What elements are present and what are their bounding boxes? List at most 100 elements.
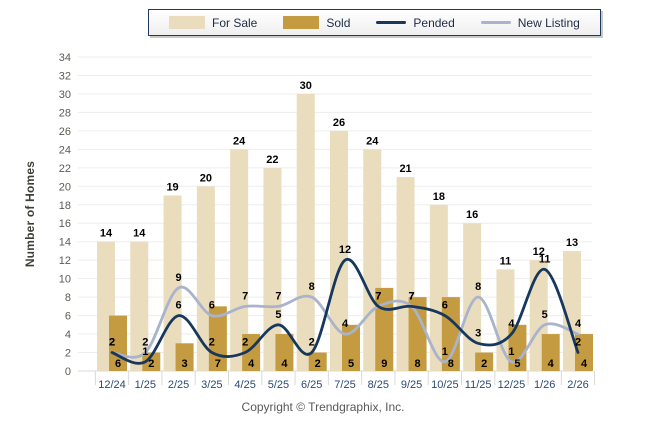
svg-text:12: 12: [59, 255, 71, 267]
svg-text:1: 1: [142, 346, 148, 358]
svg-text:34: 34: [59, 52, 71, 64]
svg-text:1: 1: [442, 346, 448, 358]
svg-text:0: 0: [65, 366, 71, 378]
legend-item-for-sale: For Sale: [169, 16, 257, 30]
svg-text:6: 6: [65, 311, 71, 323]
svg-text:12/25: 12/25: [498, 379, 526, 391]
legend: For Sale Sold Pended New Listing: [148, 9, 601, 36]
svg-text:2: 2: [142, 337, 148, 349]
svg-text:20: 20: [200, 172, 212, 184]
svg-text:6: 6: [209, 300, 215, 312]
for-sale-swatch-icon: [169, 16, 205, 29]
svg-text:5/25: 5/25: [268, 379, 289, 391]
svg-text:8: 8: [415, 358, 421, 370]
svg-text:26: 26: [59, 126, 71, 138]
svg-text:4: 4: [575, 318, 582, 330]
svg-text:19: 19: [166, 182, 178, 194]
svg-text:4: 4: [508, 318, 515, 330]
svg-text:2: 2: [242, 337, 248, 349]
svg-text:22: 22: [266, 154, 278, 166]
svg-text:11: 11: [539, 253, 551, 265]
svg-text:16: 16: [466, 209, 478, 221]
svg-text:2/26: 2/26: [567, 379, 588, 391]
svg-text:24: 24: [59, 144, 71, 156]
svg-text:4: 4: [248, 358, 255, 370]
svg-text:1/26: 1/26: [534, 379, 555, 391]
svg-text:7: 7: [375, 290, 381, 302]
legend-label-for-sale: For Sale: [212, 15, 258, 30]
pended-line-swatch-icon: [376, 21, 407, 24]
svg-text:18: 18: [59, 200, 71, 212]
legend-item-sold: Sold: [283, 16, 350, 30]
legend-label-new-listing: New Listing: [517, 15, 580, 30]
svg-text:7: 7: [375, 290, 381, 302]
svg-text:8: 8: [65, 292, 71, 304]
svg-text:6: 6: [442, 300, 448, 312]
svg-text:11: 11: [500, 255, 512, 267]
svg-text:2: 2: [148, 358, 154, 370]
svg-text:6: 6: [115, 358, 121, 370]
svg-text:10: 10: [59, 274, 71, 286]
svg-text:9: 9: [176, 272, 182, 284]
legend-label-pended: Pended: [413, 15, 455, 30]
svg-text:24: 24: [233, 135, 246, 147]
svg-text:5: 5: [348, 358, 354, 370]
svg-text:4: 4: [548, 358, 555, 370]
sold-swatch-icon: [283, 16, 320, 29]
svg-text:14: 14: [59, 237, 71, 249]
svg-text:2: 2: [209, 337, 215, 349]
svg-text:8/25: 8/25: [368, 379, 389, 391]
svg-text:4: 4: [281, 358, 288, 370]
svg-text:3: 3: [182, 358, 188, 370]
legend-label-sold: Sold: [326, 15, 351, 30]
svg-text:13: 13: [566, 237, 578, 249]
svg-text:4: 4: [342, 318, 349, 330]
svg-text:16: 16: [59, 218, 71, 230]
svg-text:18: 18: [433, 191, 445, 203]
svg-text:5: 5: [542, 309, 548, 321]
svg-text:20: 20: [59, 181, 71, 193]
svg-text:21: 21: [399, 163, 411, 175]
svg-text:8: 8: [448, 358, 454, 370]
svg-text:10/25: 10/25: [431, 379, 459, 391]
svg-text:2: 2: [109, 337, 115, 349]
svg-text:1: 1: [508, 346, 514, 358]
svg-text:2: 2: [481, 358, 487, 370]
svg-text:6: 6: [176, 300, 182, 312]
svg-text:9: 9: [381, 358, 387, 370]
svg-text:14: 14: [100, 228, 113, 240]
svg-text:24: 24: [366, 135, 379, 147]
svg-text:5: 5: [275, 309, 281, 321]
svg-text:28: 28: [59, 107, 71, 119]
svg-text:2: 2: [575, 337, 581, 349]
svg-text:3: 3: [475, 327, 481, 339]
new-listing-line-swatch-icon: [480, 21, 511, 24]
svg-text:8: 8: [475, 281, 481, 293]
svg-text:12/24: 12/24: [98, 379, 126, 391]
svg-text:7: 7: [275, 290, 281, 302]
svg-text:26: 26: [333, 117, 345, 129]
svg-text:2: 2: [309, 337, 315, 349]
svg-text:14: 14: [133, 228, 146, 240]
svg-text:11/25: 11/25: [465, 379, 492, 391]
svg-text:2: 2: [65, 348, 71, 360]
svg-text:1/25: 1/25: [135, 379, 156, 391]
svg-text:7/25: 7/25: [334, 379, 355, 391]
copyright-text: Copyright © Trendgraphix, Inc.: [241, 400, 405, 414]
svg-text:8: 8: [309, 281, 315, 293]
svg-text:4: 4: [581, 358, 588, 370]
svg-text:22: 22: [59, 163, 71, 175]
svg-text:30: 30: [300, 80, 312, 92]
svg-text:2/25: 2/25: [168, 379, 189, 391]
svg-text:2: 2: [315, 358, 321, 370]
svg-text:3/25: 3/25: [201, 379, 222, 391]
svg-text:4: 4: [65, 329, 71, 341]
svg-text:7: 7: [215, 358, 221, 370]
svg-text:5: 5: [514, 358, 520, 370]
legend-item-pended: Pended: [376, 15, 455, 30]
svg-text:7: 7: [409, 290, 415, 302]
svg-text:32: 32: [59, 70, 71, 82]
svg-text:4/25: 4/25: [234, 379, 255, 391]
